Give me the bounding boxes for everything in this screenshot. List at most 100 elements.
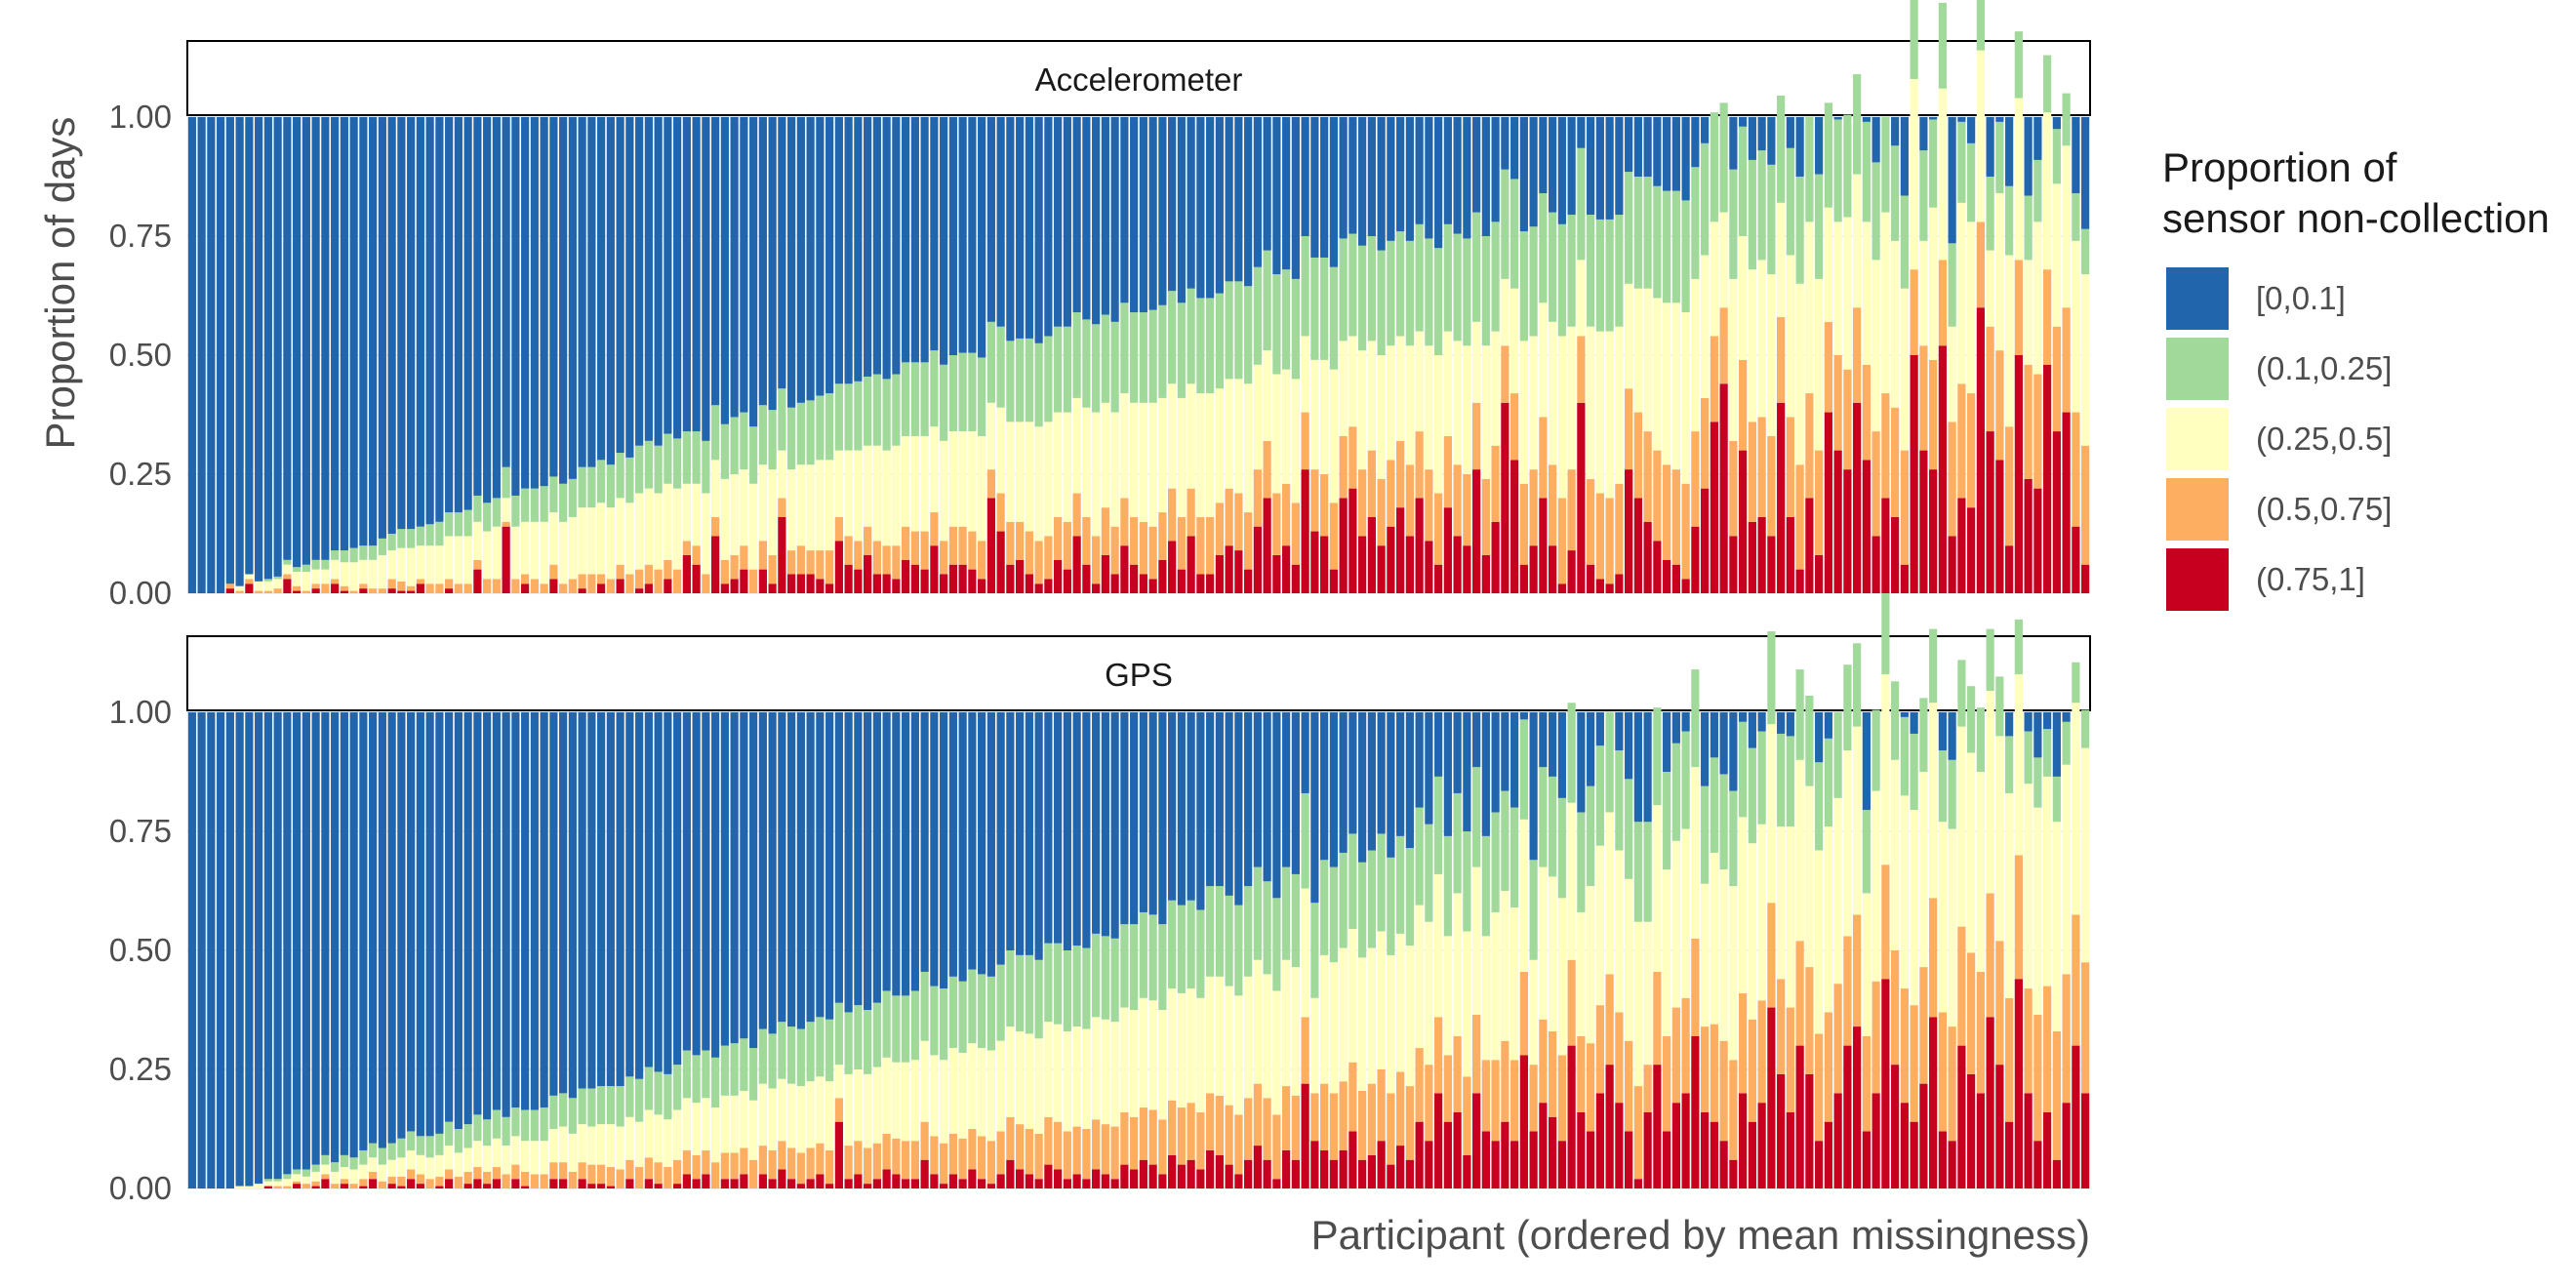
bar-segment: [2024, 364, 2033, 479]
bar-segment: [454, 1152, 463, 1177]
bar-segment: [302, 712, 310, 1170]
bar-segment: [940, 364, 948, 441]
bar-segment: [1396, 231, 1405, 337]
bar-segment: [1206, 516, 1215, 575]
bar-segment: [1748, 269, 1756, 423]
bar-segment: [986, 402, 995, 470]
bar-segment: [1777, 1073, 1786, 1188]
bar-segment: [1139, 521, 1147, 575]
bar-segment: [1168, 383, 1177, 489]
bar-segment: [1443, 435, 1452, 508]
bar-segment: [1843, 936, 1852, 1046]
bar-segment: [1196, 516, 1205, 575]
bar-segment: [1225, 281, 1233, 380]
legend: Proportion of sensor non-collection [0,0…: [2162, 144, 2550, 611]
bar-segment: [1824, 412, 1832, 593]
bar-segment: [768, 469, 777, 555]
bar-segment: [2062, 1103, 2071, 1188]
legend-key-swatch: [2166, 548, 2229, 611]
bar-segment: [996, 493, 1005, 532]
bar-segment: [806, 550, 815, 575]
bar-segment: [1643, 822, 1652, 922]
bar-segment: [245, 117, 254, 575]
bar-segment: [1101, 936, 1109, 1020]
bar-segment: [1729, 278, 1738, 441]
bar-segment: [416, 117, 424, 527]
bar-segment: [902, 1141, 910, 1180]
bar-segment: [1739, 359, 1748, 451]
bar-segment: [1387, 240, 1395, 346]
bar-segment: [720, 1179, 729, 1188]
bar-segment: [387, 588, 396, 593]
bar-segment: [1481, 554, 1490, 593]
bar-segment: [978, 1048, 986, 1137]
bar-segment: [1177, 1107, 1186, 1165]
bar-segment: [568, 1171, 577, 1188]
bar-segment: [1786, 712, 1794, 737]
bar-segment: [1653, 541, 1662, 593]
panel-gps: GPS 0.000.250.500.751.00: [109, 593, 2091, 1206]
bar-segment: [796, 1184, 805, 1188]
bar-segment: [673, 1184, 682, 1188]
bar-segment: [1862, 364, 1871, 461]
bar-segment: [1396, 835, 1405, 934]
bar-segment: [872, 117, 881, 375]
bar-segment: [664, 712, 672, 1074]
bar-segment: [1291, 873, 1300, 968]
bar-segment: [1748, 712, 1756, 748]
bar-segment: [1405, 240, 1414, 346]
bar-segment: [1463, 345, 1471, 474]
bar-segment: [1263, 498, 1271, 593]
bar-segment: [530, 117, 539, 489]
bar-segment: [1339, 498, 1348, 593]
bar-segment: [1748, 843, 1756, 1020]
bar-segment: [2014, 98, 2023, 261]
bar-segment: [1815, 278, 1824, 451]
bar-segment: [1415, 498, 1424, 593]
bar-segment: [521, 584, 530, 593]
bar-segment: [1310, 712, 1319, 904]
bar-segment: [948, 431, 957, 527]
bar-segment: [1910, 712, 1918, 734]
bar-segment: [1016, 117, 1025, 339]
bar-segment: [758, 464, 767, 542]
bar-segment: [597, 584, 606, 593]
bar-segment: [768, 554, 777, 584]
bar-segment: [1786, 1007, 1794, 1112]
bar-segment: [1092, 117, 1101, 325]
bar-segment: [1587, 215, 1595, 327]
bar-segment: [854, 450, 863, 542]
bar-segment: [1957, 121, 1966, 203]
bar-segment: [1900, 988, 1909, 1104]
bar-segment: [349, 562, 358, 591]
bar-segment: [1234, 117, 1243, 282]
bar-segment: [1387, 954, 1395, 1094]
bar-segment: [854, 1069, 863, 1142]
bar-segment: [283, 564, 292, 575]
bar-segment: [825, 1019, 834, 1082]
bar-segment: [986, 117, 995, 322]
bar-segment: [1557, 117, 1566, 224]
bar-segment: [1310, 257, 1319, 360]
bar-segment: [502, 1146, 510, 1175]
bar-segment: [311, 1186, 320, 1188]
bar-segment: [454, 1176, 463, 1188]
bar-segment: [1443, 936, 1452, 1056]
bar-segment: [702, 1174, 710, 1188]
bar-segment: [1805, 967, 1814, 1074]
bar-segment: [1168, 291, 1177, 384]
bar-segment: [768, 1149, 777, 1180]
bar-segment: [1795, 117, 1804, 177]
bar-segment: [1110, 1022, 1119, 1127]
bar-segment: [682, 541, 691, 555]
bar-segment: [882, 712, 891, 991]
bar-segment: [1605, 812, 1614, 975]
bar-segment: [483, 531, 492, 580]
bar-segment: [940, 117, 948, 365]
bar-segment: [445, 712, 454, 1122]
bar-segment: [1587, 326, 1595, 479]
bar-segment: [1034, 541, 1043, 584]
bar-segment: [1739, 450, 1748, 593]
bar-segment: [1425, 712, 1433, 825]
bar-segment: [1130, 924, 1139, 1010]
